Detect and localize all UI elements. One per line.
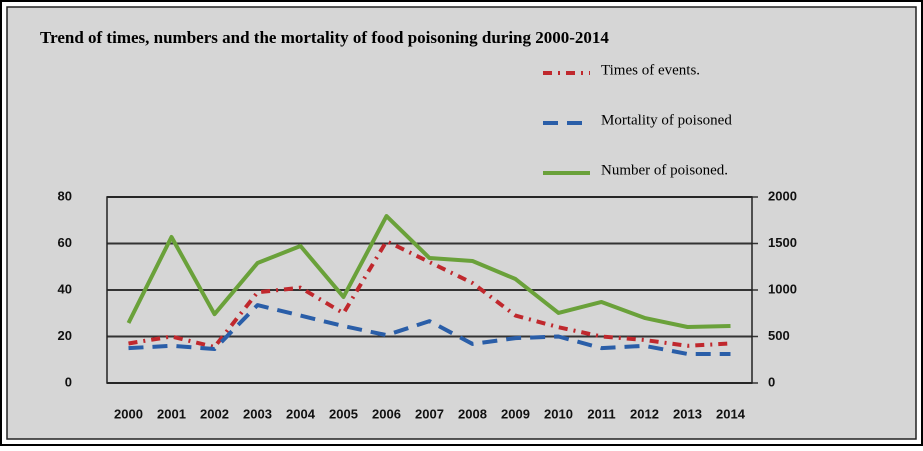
x-tick-label: 2006 xyxy=(372,406,401,421)
legend-label: Mortality of poisoned xyxy=(601,112,732,128)
x-tick-label: 2003 xyxy=(243,406,272,421)
x-tick-label: 2000 xyxy=(114,406,143,421)
y2-tick-label: 500 xyxy=(768,328,790,343)
series-line xyxy=(128,303,731,356)
x-tick-label: 2011 xyxy=(587,406,615,421)
x-tick-label: 2007 xyxy=(415,406,444,421)
x-tick-label: 2013 xyxy=(673,406,702,421)
x-tick-label: 2009 xyxy=(501,406,530,421)
x-tick-label: 2014 xyxy=(716,406,746,421)
legend-label: Number of poisoned. xyxy=(601,162,728,178)
legend-label: Times of events. xyxy=(601,62,700,78)
x-tick-label: 2008 xyxy=(458,406,487,421)
x-tick-label: 2005 xyxy=(329,406,358,421)
series-line xyxy=(128,239,731,349)
series-line xyxy=(126,214,731,330)
x-tick-label: 2010 xyxy=(544,406,573,421)
y-tick-label: 0 xyxy=(65,374,72,389)
x-tick-label: 2004 xyxy=(286,406,316,421)
y2-tick-label: 2000 xyxy=(768,188,797,203)
y-tick-label: 20 xyxy=(58,328,72,343)
y-tick-label: 80 xyxy=(58,188,72,203)
y-tick-label: 60 xyxy=(58,235,72,250)
chart-title: Trend of times, numbers and the mortalit… xyxy=(40,28,609,47)
y2-tick-label: 1000 xyxy=(768,281,797,296)
chart-background xyxy=(6,6,917,440)
y2-tick-label: 0 xyxy=(768,374,775,389)
plot-border xyxy=(106,196,753,384)
x-tick-label: 2012 xyxy=(630,406,659,421)
x-tick-label: 2002 xyxy=(200,406,229,421)
x-tick-label: 2001 xyxy=(157,406,186,421)
y2-tick-label: 1500 xyxy=(768,235,797,250)
y-tick-label: 40 xyxy=(58,281,72,296)
